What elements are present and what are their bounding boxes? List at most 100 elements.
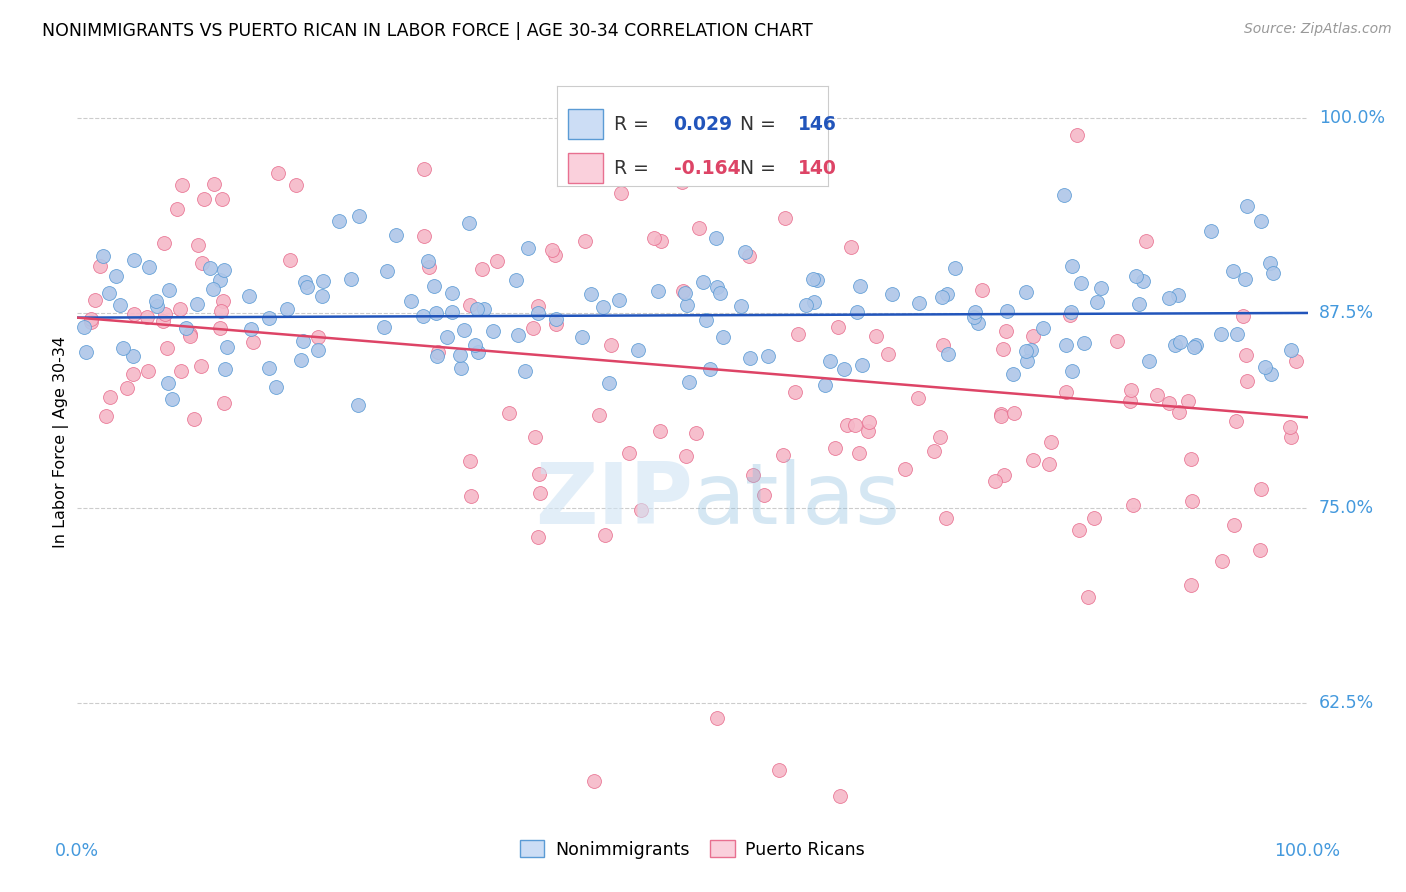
Point <box>436 330 458 344</box>
Point <box>449 348 471 362</box>
Point <box>307 343 329 357</box>
Point <box>418 260 440 274</box>
Point <box>643 230 665 244</box>
Point <box>527 530 550 544</box>
Text: 62.5%: 62.5% <box>1319 694 1374 712</box>
Point <box>464 337 486 351</box>
Point <box>170 364 193 378</box>
Point <box>328 214 350 228</box>
Point <box>1234 348 1257 362</box>
Point <box>849 279 872 293</box>
Point <box>588 409 610 423</box>
Point <box>1232 309 1254 323</box>
Point <box>1159 396 1181 410</box>
Point <box>73 320 96 334</box>
Point <box>517 241 540 255</box>
Point <box>783 385 806 400</box>
Point <box>1032 321 1054 335</box>
Point <box>416 254 439 268</box>
Point <box>830 789 852 804</box>
Point <box>541 243 564 257</box>
Point <box>1279 430 1302 444</box>
Point <box>193 192 215 206</box>
Point <box>1059 308 1081 322</box>
Point <box>105 268 128 283</box>
Text: 0.0%: 0.0% <box>55 842 100 860</box>
Point <box>678 375 700 389</box>
Point <box>174 321 197 335</box>
Point <box>908 296 931 310</box>
Point <box>1167 288 1189 302</box>
Point <box>1132 274 1154 288</box>
Point <box>671 175 693 189</box>
Point <box>806 273 828 287</box>
Point <box>1019 343 1042 357</box>
Point <box>630 503 652 517</box>
Point <box>704 231 727 245</box>
Point <box>513 364 536 378</box>
Text: atlas: atlas <box>693 459 900 542</box>
Point <box>474 301 496 316</box>
Point <box>627 343 650 357</box>
Point <box>963 304 986 318</box>
Point <box>1226 326 1249 341</box>
Point <box>1146 388 1168 402</box>
Point <box>1070 276 1092 290</box>
Point <box>280 253 302 268</box>
Point <box>1201 223 1223 237</box>
Point <box>346 398 368 412</box>
Point <box>214 262 236 277</box>
Point <box>458 454 481 468</box>
Point <box>1168 334 1191 349</box>
Point <box>1054 384 1077 399</box>
Point <box>267 166 290 180</box>
Point <box>136 364 159 378</box>
Point <box>183 411 205 425</box>
Point <box>145 293 167 308</box>
Point <box>1182 340 1205 354</box>
Point <box>583 773 606 788</box>
Point <box>931 290 953 304</box>
Point <box>1105 334 1128 348</box>
Point <box>984 474 1007 488</box>
Point <box>1180 578 1202 592</box>
Point <box>938 347 960 361</box>
Point <box>522 321 544 335</box>
Point <box>1060 305 1083 319</box>
Point <box>1119 393 1142 408</box>
Point <box>935 511 957 525</box>
Point <box>993 467 1015 482</box>
Point <box>995 303 1018 318</box>
Point <box>837 418 859 433</box>
Point <box>932 338 955 352</box>
Point <box>312 274 335 288</box>
Point <box>928 430 950 444</box>
Point <box>574 235 596 249</box>
Point <box>845 305 868 319</box>
Point <box>970 283 993 297</box>
Point <box>413 229 436 244</box>
Point <box>1073 335 1095 350</box>
Point <box>311 288 333 302</box>
Point <box>166 202 188 216</box>
Text: 87.5%: 87.5% <box>1319 304 1374 322</box>
Point <box>257 360 280 375</box>
Point <box>441 286 464 301</box>
Point <box>122 367 145 381</box>
Point <box>527 306 550 320</box>
Point <box>440 305 463 319</box>
Point <box>238 289 260 303</box>
Point <box>692 275 714 289</box>
Point <box>91 249 114 263</box>
Point <box>1054 338 1077 352</box>
Point <box>211 192 233 206</box>
Point <box>768 763 790 777</box>
Point <box>675 449 697 463</box>
Point <box>1180 452 1202 467</box>
Point <box>347 209 370 223</box>
Point <box>1223 517 1246 532</box>
Point <box>1066 128 1088 142</box>
Point <box>375 264 398 278</box>
Y-axis label: In Labor Force | Age 30-34: In Labor Force | Age 30-34 <box>53 335 69 548</box>
Point <box>201 282 224 296</box>
